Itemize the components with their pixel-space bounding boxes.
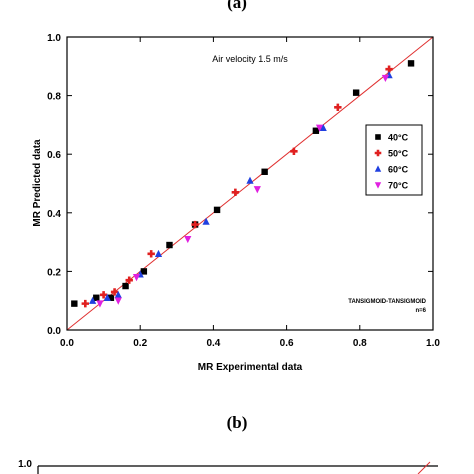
y-tick-label: 0.0 xyxy=(47,326,61,337)
y-tick-label: 0.8 xyxy=(47,92,61,103)
condition-annotation: Air velocity 1.5 m/s xyxy=(212,54,288,64)
y-tick-label: 0.2 xyxy=(47,267,61,278)
panel-a-label: (a) xyxy=(227,0,247,12)
data-point xyxy=(407,60,415,67)
data-point xyxy=(184,235,192,244)
data-point xyxy=(96,300,104,308)
chart-panel-a: 0.0 0.2 0.4 0.6 0.8 1.0 0.0 0.2 0.4 0.6 0.8 1.0 MR… xyxy=(32,33,440,373)
data-point xyxy=(154,249,163,258)
data-point xyxy=(253,186,261,194)
data-point xyxy=(191,220,199,229)
y-tick-label: 0.4 xyxy=(47,209,61,220)
panel-b-y-tick-label: 1.0 xyxy=(18,459,32,470)
plot-frame xyxy=(66,36,434,331)
data-point xyxy=(213,206,221,214)
data-point xyxy=(290,147,298,155)
data-point xyxy=(261,168,268,175)
x-tick-label: 0.4 xyxy=(206,338,220,349)
x-axis-ticks: 0.0 0.2 0.4 0.6 0.8 1.0 xyxy=(60,37,440,349)
legend-marker xyxy=(375,134,381,140)
model-sublabel: n=6 xyxy=(415,308,426,314)
legend-marker xyxy=(374,149,382,157)
model-label: TANSIGMOID-TANSIGMOID xyxy=(348,299,426,305)
data-point xyxy=(147,250,155,258)
data-point xyxy=(71,300,78,307)
x-axis-label: MR Experimental data xyxy=(198,362,303,373)
data-point xyxy=(125,276,133,284)
y-axis-label: MR Predicted data xyxy=(32,139,43,227)
data-point xyxy=(166,241,173,249)
x-tick-label: 0.2 xyxy=(133,338,147,349)
legend-label: 40°C xyxy=(388,133,409,143)
data-point xyxy=(315,124,324,132)
data-point xyxy=(334,103,342,112)
data-points xyxy=(71,60,415,308)
data-point xyxy=(132,274,141,282)
data-point xyxy=(352,89,360,96)
y-axis-ticks: 0.0 0.2 0.4 0.6 0.8 1.0 xyxy=(47,33,433,337)
chart-panel-b: 1.0 xyxy=(18,459,438,474)
data-point xyxy=(107,294,115,301)
data-point xyxy=(114,297,122,305)
x-tick-label: 1.0 xyxy=(426,338,440,349)
legend-marker xyxy=(374,165,382,172)
data-point xyxy=(103,293,111,301)
data-point xyxy=(110,288,119,296)
data-point xyxy=(81,299,89,308)
y-tick-label: 0.6 xyxy=(47,150,61,161)
data-point xyxy=(122,282,129,290)
data-point xyxy=(319,123,327,132)
x-tick-label: 0.0 xyxy=(60,338,74,349)
y-tick-label: 1.0 xyxy=(47,33,61,44)
legend-label: 50°C xyxy=(388,149,409,159)
legend: 40°C 50°C 60°C 70°C xyxy=(365,124,423,196)
legend-marker xyxy=(374,182,382,189)
legend-label: 70°C xyxy=(388,181,409,191)
data-point xyxy=(231,188,240,196)
panel-b-label: (b) xyxy=(227,413,248,432)
legend-label: 60°C xyxy=(388,165,409,175)
x-tick-label: 0.6 xyxy=(280,338,294,349)
data-point xyxy=(114,290,122,299)
data-point xyxy=(312,127,320,134)
data-point xyxy=(99,291,108,299)
data-point xyxy=(202,217,210,225)
data-point xyxy=(381,74,390,83)
panel-b-fit-line xyxy=(417,461,431,474)
data-point xyxy=(246,176,254,184)
x-tick-label: 0.8 xyxy=(353,338,367,349)
data-point xyxy=(89,296,97,304)
data-point xyxy=(140,268,148,275)
data-point xyxy=(93,294,100,301)
